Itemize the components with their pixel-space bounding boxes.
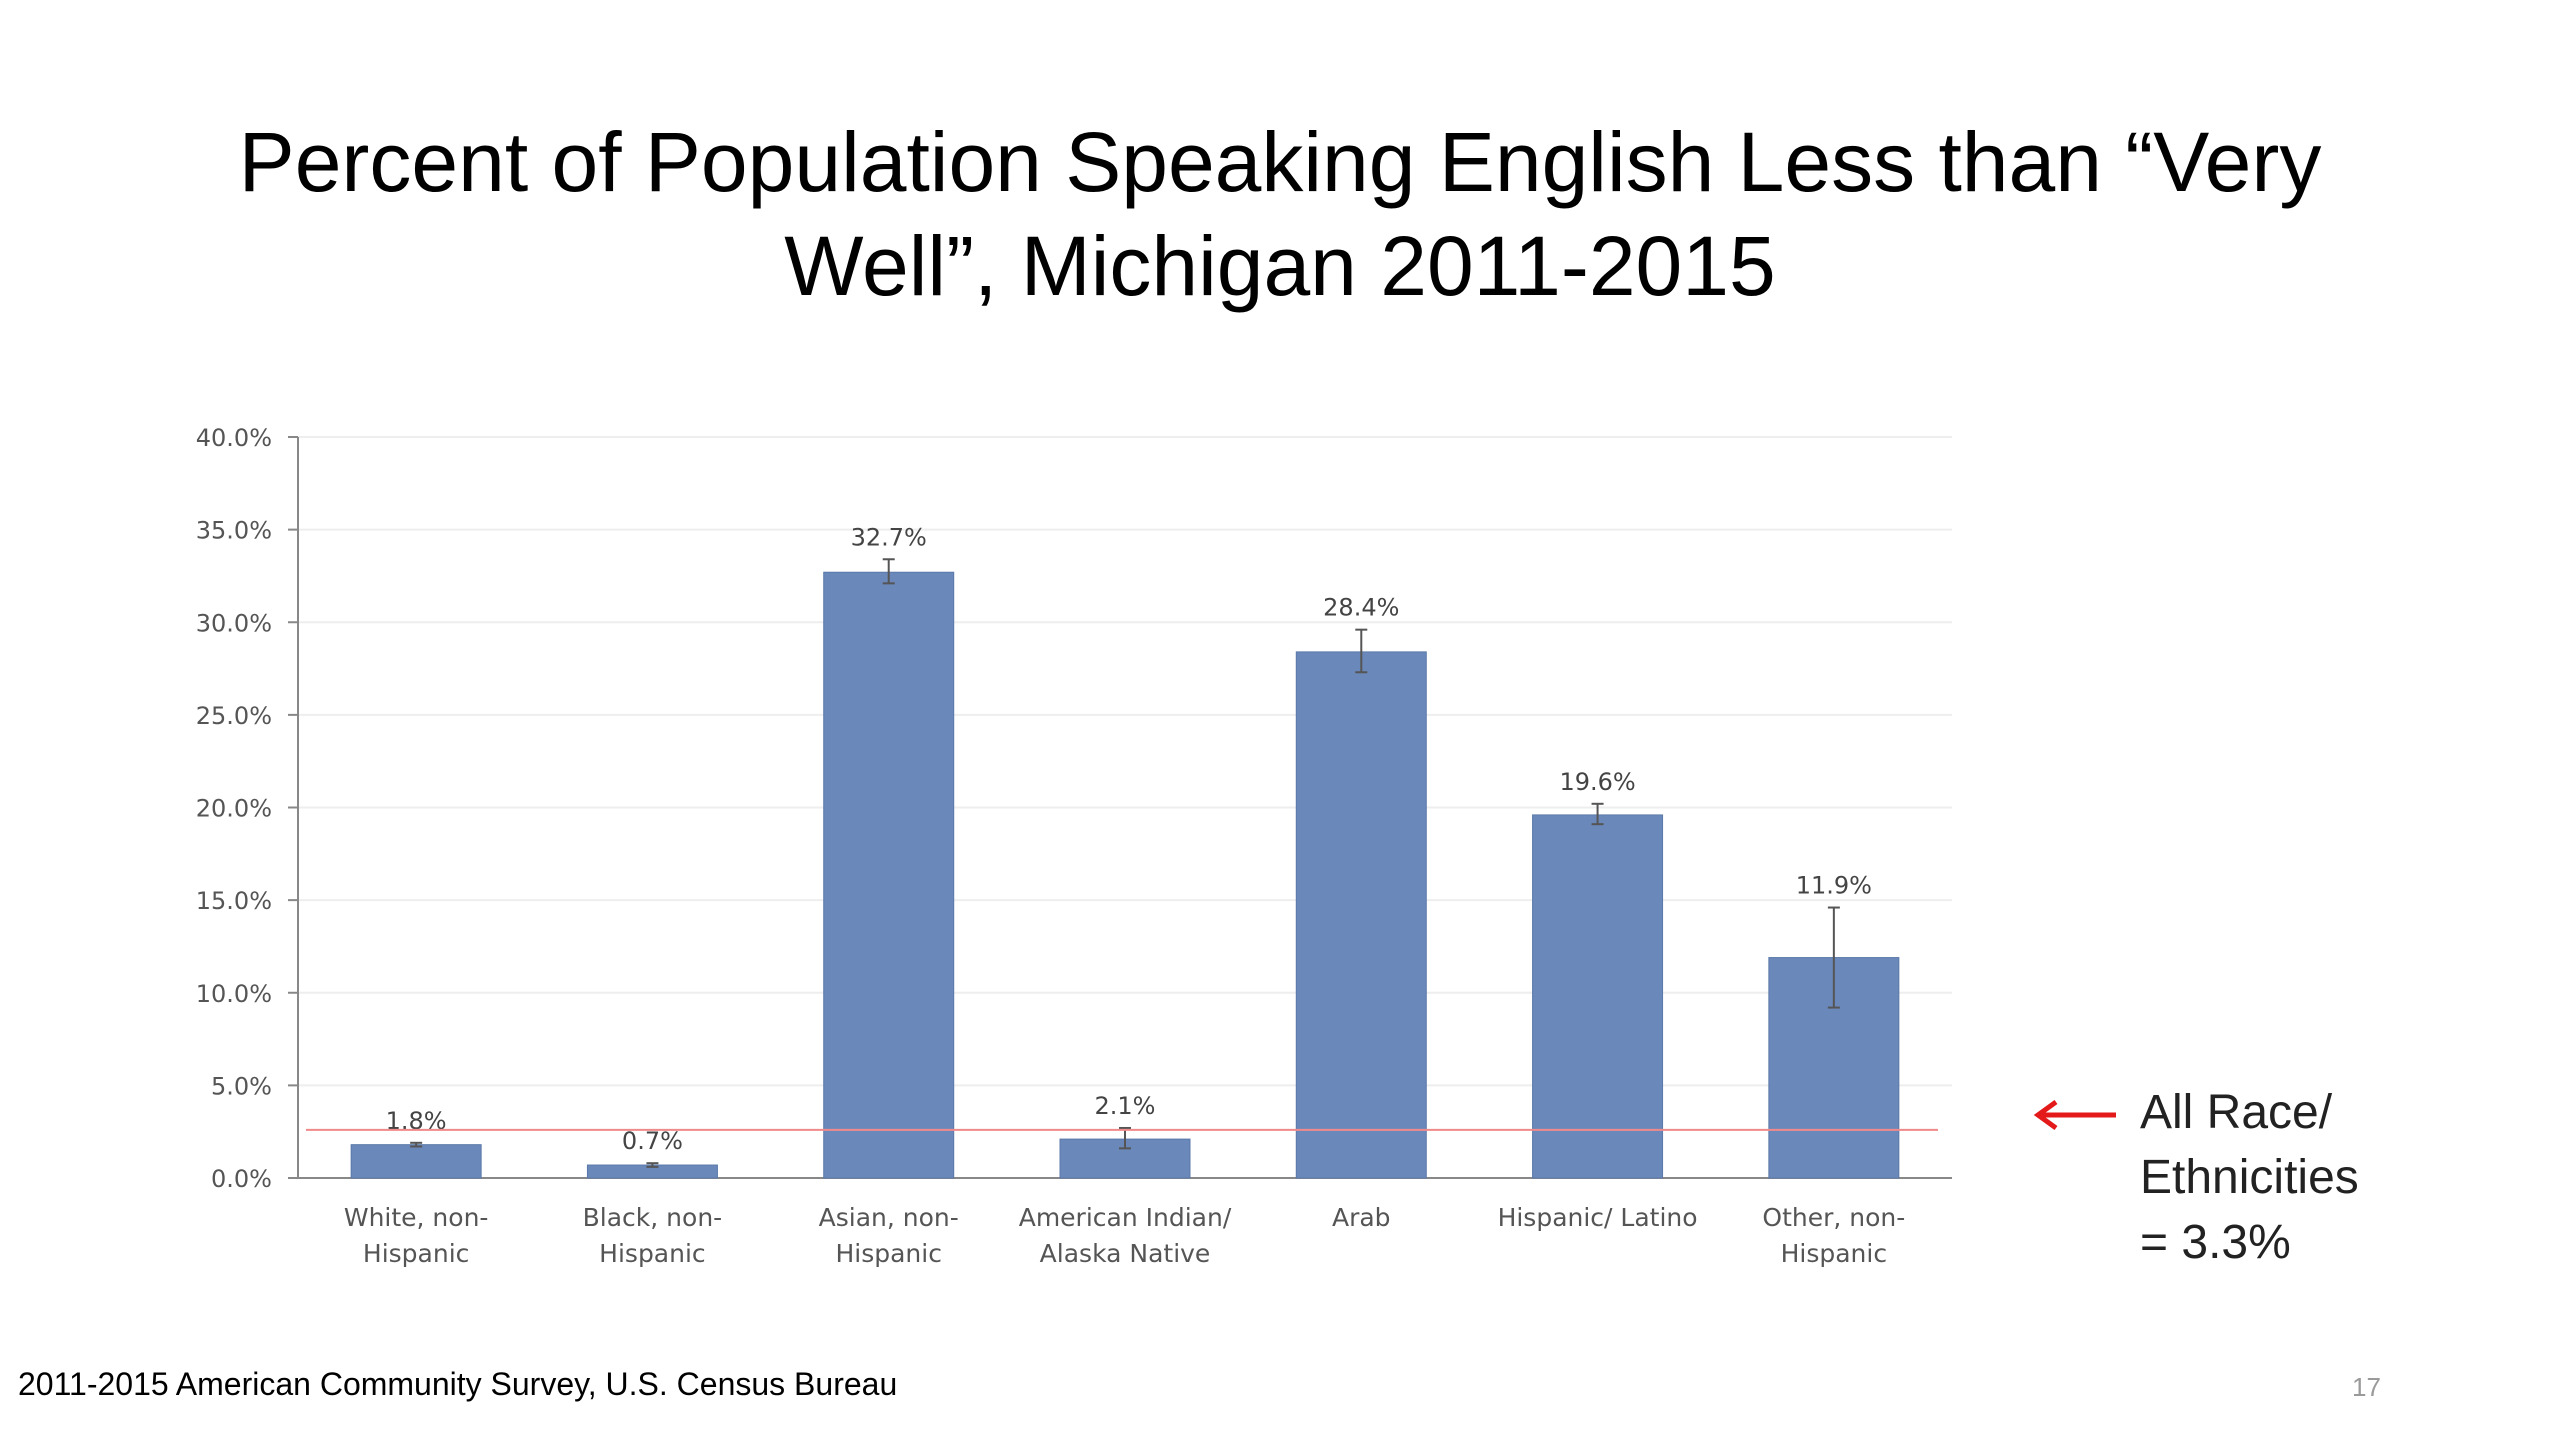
data-label: 19.6% [1559,768,1635,796]
slide-title: Percent of Population Speaking English L… [180,110,2380,318]
x-tick-label: Other, non- [1762,1203,1905,1232]
data-label: 0.7% [622,1127,683,1155]
data-label: 11.9% [1796,872,1872,900]
annotation-line-2: Ethnicities [2140,1151,2359,1204]
x-tick-label: Hispanic/ Latino [1498,1203,1698,1232]
y-tick-label: 20.0% [196,795,272,823]
annotation-line-1: All Race/ [2140,1086,2333,1139]
y-tick-label: 15.0% [196,887,272,915]
y-tick-label: 10.0% [196,980,272,1008]
x-tick-label: Hispanic [835,1239,942,1268]
left-arrow-icon [2033,1100,2116,1130]
y-tick-label: 25.0% [196,702,272,730]
data-label: 32.7% [851,523,927,551]
x-tick-label: Arab [1332,1203,1391,1232]
bar [1532,814,1664,1179]
bar [823,571,955,1179]
page-number: 17 [2352,1372,2381,1402]
x-tick-label: White, non- [344,1203,489,1232]
bar [350,1144,482,1179]
x-tick-label: Asian, non- [819,1203,959,1232]
y-tick-label: 0.0% [211,1165,272,1193]
y-tick-label: 5.0% [211,1072,272,1100]
slide-title-line-1: Percent of Population Speaking English L… [238,115,2322,209]
x-tick-label: Hispanic [1781,1239,1888,1268]
data-label: 28.4% [1323,594,1399,622]
y-tick-label: 30.0% [196,609,272,637]
overall-rate-annotation: All Race/ Ethnicities = 3.3% [2140,1080,2359,1275]
bar [1295,651,1427,1179]
x-tick-label: Black, non- [583,1203,723,1232]
x-tick-label: Hispanic [599,1239,706,1268]
annotation-line-3: = 3.3% [2140,1216,2291,1269]
y-tick-label: 35.0% [196,517,272,545]
data-label: 2.1% [1095,1092,1156,1120]
y-tick-label: 40.0% [196,424,272,452]
slide-title-line-2: Well”, Michigan 2011-2015 [784,219,1776,313]
x-tick-label: Hispanic [363,1239,470,1268]
x-tick-label: Alaska Native [1040,1239,1211,1268]
x-tick-label: American Indian/ [1019,1203,1232,1232]
source-citation: 2011-2015 American Community Survey, U.S… [18,1366,898,1402]
bar-chart: 0.0% 5.0% 10.0% 15.0% 20.0% 25.0% 30.0% 35.0% 40… [196,424,1952,1268]
